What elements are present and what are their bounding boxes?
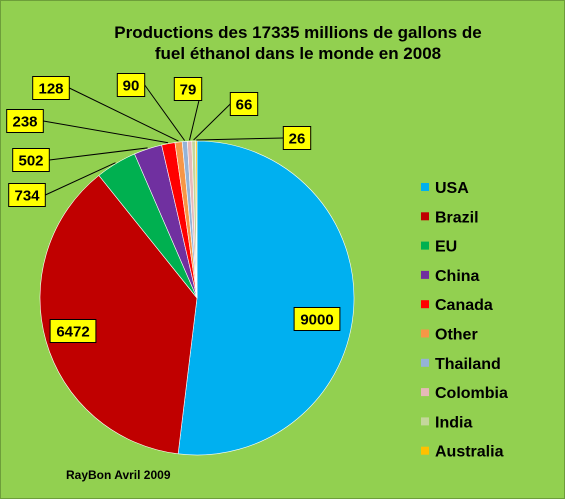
leader-line-china <box>49 147 148 161</box>
legend-label: India <box>435 414 472 431</box>
data-label-value: 128 <box>38 81 63 98</box>
legend-label: Australia <box>435 444 504 461</box>
data-label-value: 26 <box>289 131 306 148</box>
legend-item-canada: Canada <box>421 297 493 314</box>
data-label-box <box>116 73 146 97</box>
data-label-value: 90 <box>123 78 140 95</box>
legend-item-colombia: Colombia <box>421 385 508 402</box>
data-label-box <box>173 77 203 101</box>
leader-line-thailand <box>144 84 186 141</box>
legend-label: Other <box>435 327 478 344</box>
data-label-colombia: 79 <box>173 77 203 101</box>
legend-label: Colombia <box>435 385 508 402</box>
leader-line-india <box>193 103 231 141</box>
legend-label: EU <box>435 239 457 256</box>
legend-item-thailand: Thailand <box>421 356 501 373</box>
data-label-eu: 734 <box>8 183 46 207</box>
legend-swatch <box>421 358 429 367</box>
chart-title-line-1: Productions des 17335 millions de gallon… <box>114 23 482 42</box>
data-label-value: 502 <box>18 153 43 170</box>
data-label-china: 502 <box>12 148 50 172</box>
pie-slice-brazil <box>39 175 198 455</box>
legend-swatch <box>421 241 429 250</box>
legend-item-eu: EU <box>421 239 457 256</box>
data-label-box <box>229 92 259 116</box>
legend: USA Brazil EU China Canada Other Thailand Colom… <box>421 180 508 461</box>
data-label-usa: 9000 <box>293 307 341 331</box>
legend-label: Brazil <box>435 209 479 226</box>
legend-swatch <box>421 212 429 221</box>
data-label-canada: 238 <box>6 109 44 133</box>
data-label-india: 66 <box>229 92 259 116</box>
legend-swatch <box>421 300 429 309</box>
data-label-other: 128 <box>32 76 70 100</box>
leader-line-australia <box>196 137 284 141</box>
legend-label: China <box>435 268 480 285</box>
pie-slices <box>39 140 355 456</box>
pie-slice-usa <box>177 140 355 456</box>
data-label-value: 238 <box>12 114 37 131</box>
data-label-brazil: 6472 <box>49 319 97 343</box>
legend-item-other: Other <box>421 327 478 344</box>
data-label-value: 6472 <box>56 324 89 341</box>
leader-line-other <box>69 87 179 142</box>
legend-swatch <box>421 417 429 426</box>
data-label-box <box>8 183 46 207</box>
leader-line-eu <box>45 162 116 196</box>
data-label-box <box>49 319 97 343</box>
data-label-value: 9000 <box>300 312 333 329</box>
data-label-box <box>282 126 312 150</box>
legend-item-china: China <box>421 268 480 285</box>
legend-label: Canada <box>435 297 493 314</box>
data-label-value: 79 <box>180 82 197 99</box>
legend-item-india: India <box>421 414 472 431</box>
data-label-box <box>293 307 341 331</box>
leader-lines <box>43 84 284 196</box>
legend-item-australia: Australia <box>421 444 504 461</box>
legend-swatch <box>421 270 429 279</box>
legend-item-usa: USA <box>421 180 469 197</box>
legend-swatch <box>421 183 429 191</box>
data-label-australia: 26 <box>282 126 312 150</box>
credit-text: RayBon Avril 2009 <box>66 468 171 482</box>
legend-swatch <box>421 329 429 338</box>
legend-item-brazil: Brazil <box>421 209 479 226</box>
legend-label: USA <box>435 180 469 197</box>
data-label-value: 66 <box>236 97 253 114</box>
leader-line-canada <box>43 120 169 144</box>
data-label-value: 734 <box>14 188 40 205</box>
legend-swatch <box>421 446 429 455</box>
legend-swatch <box>421 388 429 397</box>
chart-title-line-2: fuel éthanol dans le monde en 2008 <box>155 44 441 63</box>
data-label-thailand: 90 <box>116 73 146 97</box>
data-label-box <box>12 148 50 172</box>
data-label-box <box>6 109 44 133</box>
legend-label: Thailand <box>435 356 501 373</box>
pie-slice-australia <box>195 140 198 299</box>
data-label-box <box>32 76 70 100</box>
